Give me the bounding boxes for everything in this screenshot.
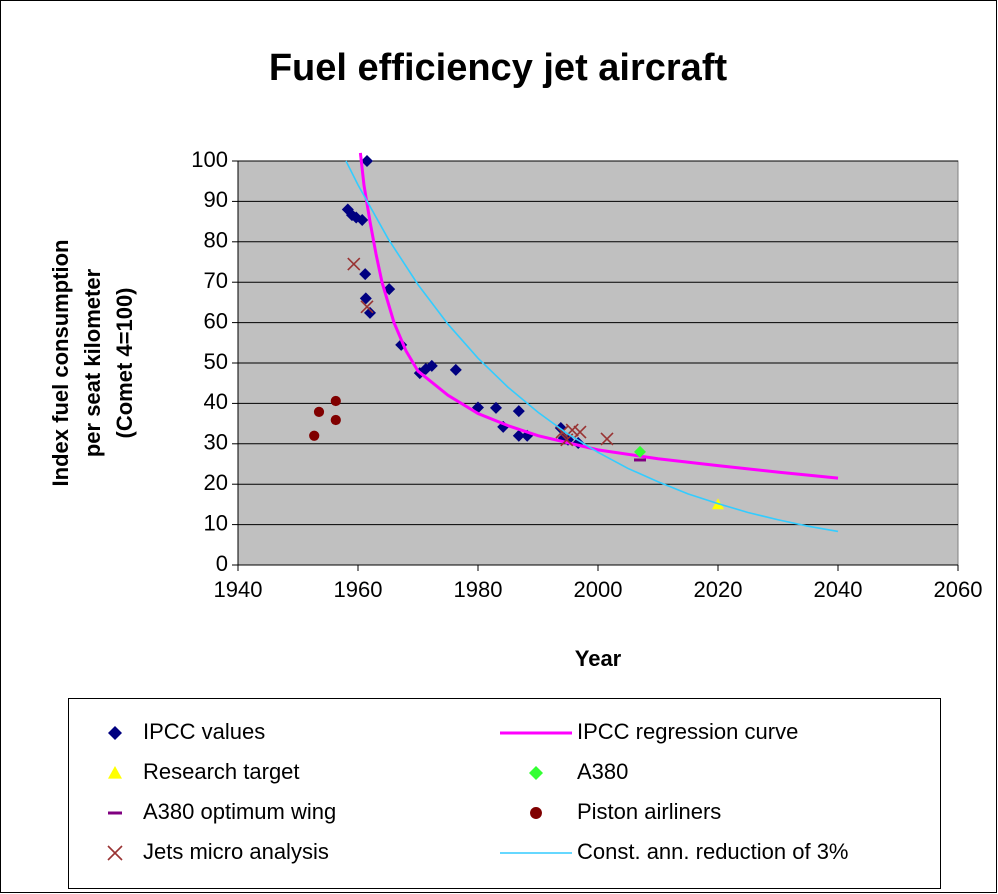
x-tick-label: 2060	[934, 577, 983, 602]
series-line	[345, 160, 839, 533]
y-tick-label: 50	[204, 349, 228, 374]
dash-marker	[108, 811, 122, 815]
diamond-marker	[364, 306, 376, 319]
y-tick-label: 30	[204, 430, 228, 455]
circle-marker	[330, 414, 341, 426]
diamond-marker	[634, 445, 646, 458]
y-tick-label: 80	[204, 228, 228, 253]
diamond-marker	[490, 401, 502, 414]
y-tick-label: 70	[204, 268, 228, 293]
circle-marker	[330, 395, 341, 407]
x-marker	[347, 257, 361, 271]
x-marker	[600, 432, 614, 446]
diamond-marker	[108, 726, 122, 740]
diamond-marker	[512, 405, 525, 418]
x-marker	[107, 845, 123, 861]
x-tick-label: 1980	[454, 577, 503, 602]
x-tick-label: 2000	[574, 577, 623, 602]
x-tick-label: 1960	[334, 577, 383, 602]
series-line	[358, 152, 839, 480]
diamond-marker	[356, 213, 369, 226]
legend-label: A380 optimum wing	[143, 799, 336, 824]
diamond-marker	[425, 359, 438, 372]
triangle-marker	[108, 766, 122, 779]
circle-marker	[530, 807, 542, 819]
y-axis-label-line: (Comet 4=100)	[112, 287, 137, 438]
diamond-marker	[361, 155, 373, 167]
legend-box	[68, 698, 941, 889]
chart-title: Fuel efficiency jet aircraft	[269, 47, 728, 89]
x-axis-label: Year	[575, 646, 622, 671]
diamond-marker	[359, 268, 372, 281]
legend-label: Jets micro analysis	[143, 839, 329, 864]
x-tick-label: 2040	[814, 577, 863, 602]
y-tick-label: 40	[204, 389, 228, 414]
y-tick-label: 10	[204, 510, 228, 535]
legend-label: IPCC regression curve	[577, 719, 798, 744]
x-tick-label: 1940	[214, 577, 263, 602]
legend-label: IPCC values	[143, 719, 265, 744]
dash-marker	[634, 458, 646, 462]
y-axis-label-line: per seat kilometer	[80, 268, 105, 457]
x-tick-label: 2020	[694, 577, 743, 602]
circle-marker	[309, 430, 320, 441]
legend-label: Research target	[143, 759, 300, 784]
legend-label: Piston airliners	[577, 799, 721, 824]
y-tick-label: 90	[204, 187, 228, 212]
diamond-marker	[529, 766, 543, 780]
y-tick-label: 100	[191, 147, 228, 172]
y-axis-label-line: Index fuel consumption	[48, 240, 73, 487]
legend-label: A380	[577, 759, 628, 784]
diamond-marker	[359, 292, 372, 305]
x-marker	[360, 300, 374, 314]
legend-label: Const. ann. reduction of 3%	[577, 839, 849, 864]
circle-marker	[313, 406, 325, 417]
x-marker	[573, 425, 587, 439]
y-axis-label: Index fuel consumption per seat kilomete…	[48, 240, 137, 487]
diamond-marker	[449, 363, 462, 376]
y-tick-label: 0	[216, 551, 228, 576]
diamond-marker	[512, 429, 525, 442]
x-marker	[555, 425, 569, 439]
y-tick-label: 20	[204, 470, 228, 495]
y-tick-label: 60	[204, 308, 228, 333]
